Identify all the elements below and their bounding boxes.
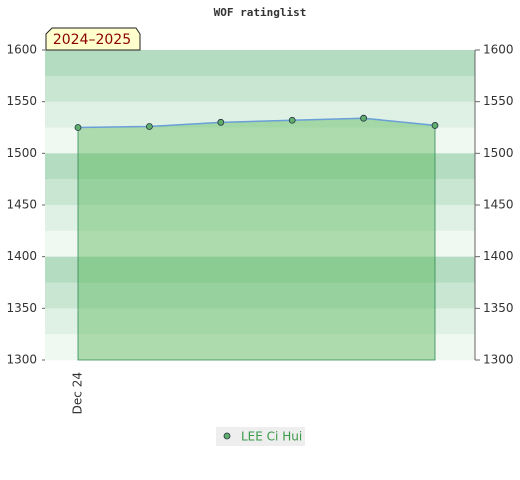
area (77, 117, 436, 361)
point (217, 118, 225, 126)
point (145, 123, 153, 130)
annotation-box (45, 27, 141, 51)
band (45, 179, 475, 206)
band (45, 282, 475, 309)
line (77, 117, 436, 129)
y2-tick-label: 1300 (483, 353, 514, 367)
point (288, 116, 296, 124)
band (45, 308, 475, 335)
band (45, 153, 475, 180)
y2-tick-label: 1350 (483, 301, 514, 315)
legend-label: LEE Ci Hui (241, 430, 302, 444)
band (45, 50, 475, 77)
x-tick-label: Dec 24 (71, 372, 85, 414)
band (45, 101, 475, 128)
y2-tick-label: 1400 (483, 249, 514, 263)
annotation-text: 2024–2025 (53, 32, 131, 48)
y-tick-label: 1550 (6, 94, 37, 108)
band (45, 334, 475, 361)
y-tick-label: 1500 (6, 146, 37, 160)
y-tick-label: 1450 (6, 198, 37, 212)
band (45, 75, 475, 102)
band (45, 127, 475, 154)
legend: LEE Ci Hui (216, 427, 305, 446)
y-tick-label: 1350 (6, 301, 37, 315)
chart-title: WOF ratinglist (214, 6, 307, 19)
y-tick-label: 1600 (6, 43, 37, 57)
point (74, 124, 82, 131)
plot-background (45, 50, 475, 361)
y2-tick-label: 1600 (483, 43, 514, 57)
y2-tick-label: 1450 (483, 198, 514, 212)
y-tick-label: 1300 (6, 353, 37, 367)
point (431, 122, 439, 129)
y2-tick-label: 1500 (483, 146, 514, 160)
band (45, 205, 475, 232)
legend-marker (223, 432, 231, 440)
band (45, 230, 475, 257)
annotation: 2024–2025 (45, 27, 141, 51)
band (45, 256, 475, 283)
y2-tick-label: 1550 (483, 94, 514, 108)
y-tick-label: 1400 (6, 249, 37, 263)
legend-box (216, 427, 305, 446)
point (360, 114, 368, 122)
